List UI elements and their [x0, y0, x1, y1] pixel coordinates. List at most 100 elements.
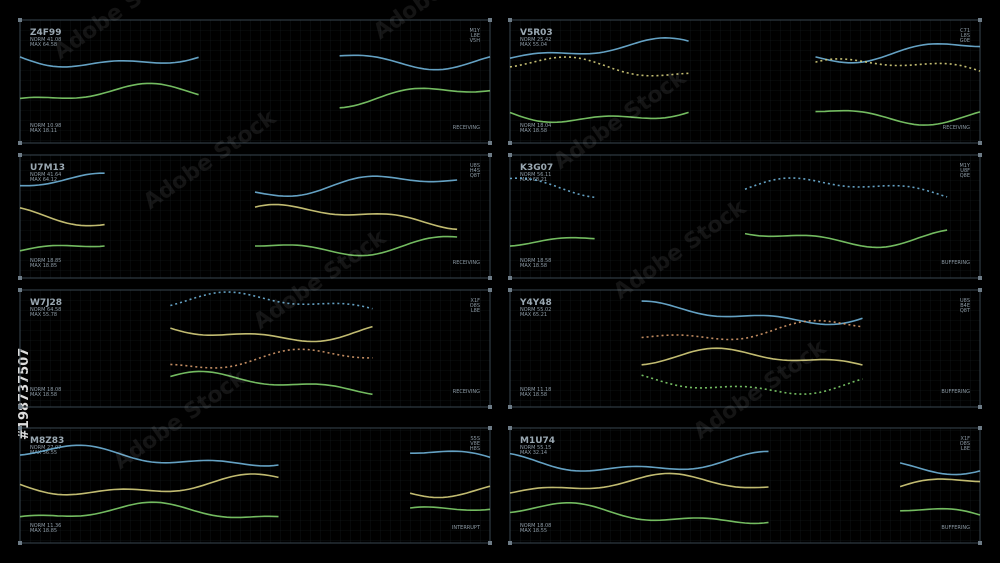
corner	[508, 18, 512, 22]
corner	[488, 276, 492, 280]
stat-top: MAX 32.14	[520, 450, 547, 456]
stat-bottom: NORM 11.18	[520, 387, 551, 393]
corner	[18, 541, 22, 545]
code: O8S	[960, 441, 970, 447]
waveform	[339, 54, 491, 71]
code: H4S	[470, 168, 480, 174]
waveform	[641, 374, 863, 395]
corner	[488, 426, 492, 430]
corner	[508, 426, 512, 430]
waveform	[641, 319, 863, 341]
waveform	[899, 478, 981, 488]
waveform	[19, 207, 105, 227]
waveform	[409, 506, 491, 511]
status: RECEIVING	[453, 260, 480, 266]
code: L8E	[471, 33, 480, 39]
corner	[978, 541, 982, 545]
waveform	[19, 56, 199, 68]
corner	[978, 405, 982, 409]
waveform	[641, 300, 863, 326]
code: U8F	[960, 168, 970, 174]
stat-top: MAX 55.04	[520, 42, 547, 48]
code: V5H	[470, 38, 481, 44]
code: Q8E	[960, 173, 970, 179]
code: H8S	[470, 446, 480, 452]
corner	[508, 541, 512, 545]
stat-bottom: MAX 18.58	[520, 263, 547, 269]
stat-bottom: NORM 18.08	[520, 523, 551, 529]
waveform	[409, 485, 491, 499]
corner	[508, 288, 512, 292]
corner	[18, 288, 22, 292]
waveform	[255, 235, 458, 257]
panel-id: K3G07	[520, 163, 553, 173]
panel-frame	[509, 289, 981, 408]
stat-bottom: NORM 11.36	[30, 523, 61, 529]
waveform	[19, 473, 279, 496]
panel-frame	[509, 154, 981, 279]
waveform	[509, 502, 769, 525]
corner	[978, 288, 982, 292]
panel-frame	[19, 154, 491, 279]
corner	[488, 541, 492, 545]
corner	[488, 18, 492, 22]
code: B4E	[960, 303, 970, 309]
waveform	[20, 172, 105, 187]
waveform	[19, 82, 199, 100]
code: U8S	[470, 163, 480, 169]
corner	[508, 153, 512, 157]
code: L8E	[471, 308, 480, 314]
status: BUFFERING	[941, 525, 970, 531]
code: Q8T	[960, 308, 971, 314]
waveform	[509, 56, 689, 77]
stat-top: NORM 64.58	[30, 307, 61, 313]
corner	[508, 141, 512, 145]
waveform	[641, 347, 863, 366]
stat-bottom: MAX 18.85	[30, 528, 57, 534]
status: BUFFERING	[941, 389, 970, 395]
waveform	[19, 244, 105, 252]
corner	[978, 18, 982, 22]
stat-top: MAX 64.58	[30, 42, 57, 48]
code: U8S	[960, 298, 970, 304]
status: BUFFERING	[941, 260, 970, 266]
corner	[488, 153, 492, 157]
panel-frame	[19, 289, 491, 408]
stat-top: NORM 41.64	[30, 172, 61, 178]
corner	[18, 153, 22, 157]
corner	[18, 18, 22, 22]
stat-top: MAX 68.21	[520, 177, 547, 183]
corner	[978, 426, 982, 430]
panel-frame	[509, 19, 981, 144]
stat-bottom: NORM 18.04	[520, 123, 551, 129]
waveform	[254, 175, 458, 198]
waveform	[170, 348, 373, 369]
status: INTERRUPT	[452, 525, 481, 531]
code: V8E	[470, 441, 480, 447]
waveform	[744, 229, 948, 249]
waveform	[254, 203, 458, 231]
waveform	[509, 36, 689, 59]
waveform	[509, 450, 769, 472]
waveform	[744, 177, 948, 198]
waveform	[815, 42, 981, 64]
corner	[18, 426, 22, 430]
code: G0E	[960, 38, 970, 44]
stat-top: NORM 56.11	[520, 172, 551, 178]
stat-bottom: MAX 18.58	[520, 128, 547, 134]
stat-bottom: MAX 18.58	[30, 392, 57, 398]
waveform	[509, 236, 595, 247]
stat-top: NORM 25.42	[520, 37, 551, 43]
waveform	[410, 450, 491, 459]
waveform	[19, 444, 279, 467]
panel-frame	[19, 19, 491, 144]
corner	[18, 405, 22, 409]
corner	[978, 141, 982, 145]
code: O8S	[470, 303, 480, 309]
code: M1Y	[469, 28, 480, 34]
waveform	[170, 325, 373, 343]
